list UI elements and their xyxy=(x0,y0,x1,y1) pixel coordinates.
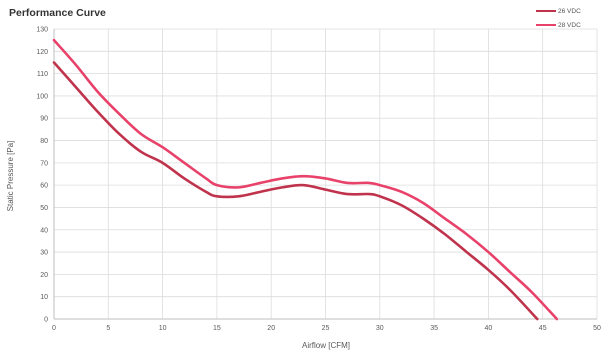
x-tick-label-50: 50 xyxy=(593,325,601,332)
y-tick-label-60: 60 xyxy=(40,183,48,190)
y-tick-label-110: 110 xyxy=(37,71,48,78)
y-tick-label-130: 130 xyxy=(36,27,48,34)
y-tick-label-100: 100 xyxy=(36,93,48,100)
legend-label-28vdc: 28 VDC xyxy=(558,21,581,29)
x-axis-label: Airflow [CFM] xyxy=(302,341,350,350)
legend-item-26vdc: 26 VDC xyxy=(536,4,581,18)
series-lines xyxy=(52,38,559,321)
y-tick-label-10: 10 xyxy=(40,294,48,301)
legend-item-28vdc: 28 VDC xyxy=(536,18,581,32)
y-tick-label-30: 30 xyxy=(40,250,48,257)
x-axis-ticks: 0 5 10 15 20 25 30 35 40 45 50 xyxy=(52,325,601,332)
y-axis-label: Static Pressure [Pa] xyxy=(6,141,15,212)
chart-title: Performance Curve xyxy=(9,7,106,19)
legend-label-26vdc: 26 VDC xyxy=(558,7,581,15)
x-tick-label-25: 25 xyxy=(322,325,330,332)
x-tick-label-20: 20 xyxy=(267,325,275,332)
y-axis-ticks: 0 10 20 30 40 50 60 70 80 90 100 110 120 130 xyxy=(36,27,48,324)
x-tick-label-40: 40 xyxy=(485,325,493,332)
x-tick-label-45: 45 xyxy=(539,325,547,332)
legend-swatch-26vdc xyxy=(536,10,556,12)
grid xyxy=(53,28,598,320)
legend-swatch-28vdc xyxy=(536,24,556,26)
y-tick-label-0: 0 xyxy=(44,317,48,324)
legend: 26 VDC 28 VDC xyxy=(536,4,581,32)
x-tick-label-30: 30 xyxy=(376,325,384,332)
y-tick-label-40: 40 xyxy=(40,227,48,234)
x-tick-label-5: 5 xyxy=(106,325,110,332)
y-tick-label-90: 90 xyxy=(40,116,48,123)
y-tick-label-20: 20 xyxy=(40,272,48,279)
y-tick-label-50: 50 xyxy=(40,205,48,212)
series-line-26-vdc xyxy=(52,61,539,321)
y-tick-label-70: 70 xyxy=(40,160,48,167)
y-tick-label-80: 80 xyxy=(40,138,48,145)
x-tick-label-15: 15 xyxy=(213,325,221,332)
x-tick-label-0: 0 xyxy=(52,325,56,332)
y-tick-label-120: 120 xyxy=(36,49,48,56)
x-tick-label-35: 35 xyxy=(430,325,438,332)
series-line-28-vdc xyxy=(52,38,559,321)
x-tick-label-10: 10 xyxy=(159,325,167,332)
